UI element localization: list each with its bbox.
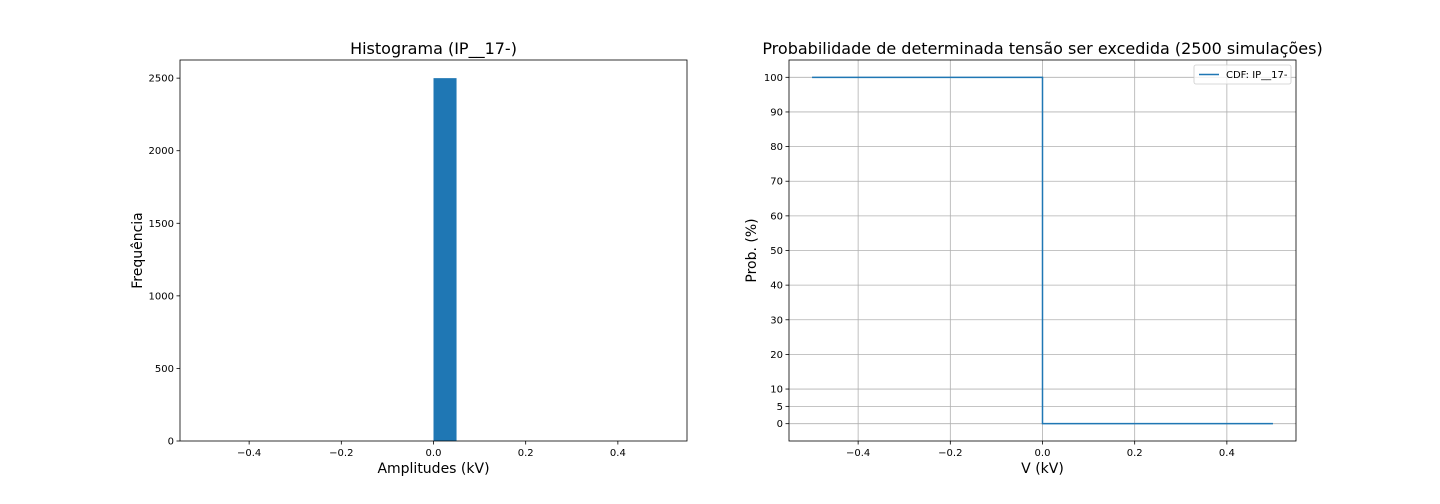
cdf-chart: Probabilidade de determinada tensão ser … [744, 39, 1323, 477]
x-tick-label: 0.0 [426, 448, 442, 459]
x-tick-label: 0.2 [518, 448, 534, 459]
x-tick-label: 0.0 [1035, 448, 1051, 459]
y-tick-label: 70 [770, 177, 783, 188]
histogram-title: Histograma (IP__17-) [350, 39, 517, 59]
y-tick-label: 60 [770, 211, 783, 222]
cdf-legend-label: CDF: IP__17- [1226, 70, 1288, 81]
cdf-y-ticks: 0 5 10 20 30 40 50 60 70 80 90 100 [764, 73, 789, 430]
cdf-series [812, 76, 1273, 425]
y-tick-label: 20 [770, 350, 783, 361]
y-tick-label: 1000 [149, 291, 174, 302]
y-tick-label: 0 [777, 419, 783, 430]
cdf-legend-box [1193, 64, 1292, 85]
cdf-y-label: Prob. (%) [744, 218, 760, 282]
y-tick-label: 50 [770, 246, 783, 257]
y-tick-label: 10 [770, 385, 783, 396]
x-tick-label: −0.4 [846, 448, 870, 459]
x-tick-label: 0.2 [1127, 448, 1143, 459]
histogram-y-label: Frequência [130, 212, 146, 289]
y-tick-label: 100 [764, 73, 783, 84]
y-tick-label: 2000 [149, 146, 174, 157]
histogram-x-label: Amplitudes (kV) [377, 461, 489, 477]
cdf-x-label: V (kV) [1021, 461, 1064, 477]
y-tick-label: 30 [770, 315, 783, 326]
histogram-x-ticks: −0.4 −0.2 0.0 0.2 0.4 [237, 441, 626, 459]
y-tick-label: 40 [770, 281, 783, 292]
y-tick-label: 0 [168, 437, 174, 448]
histogram-y-ticks: 0 500 1000 1500 2000 2500 [149, 74, 180, 448]
cdf-legend: CDF: IP__17- [1193, 64, 1292, 85]
y-tick-label: 2500 [149, 74, 174, 85]
cdf-x-ticks: −0.4 −0.2 0.0 0.2 0.4 [846, 441, 1235, 459]
x-tick-label: −0.2 [329, 448, 353, 459]
y-tick-label: 90 [770, 107, 783, 118]
y-tick-label: 500 [155, 364, 174, 375]
histogram-bars [433, 78, 457, 442]
x-tick-label: 0.4 [1219, 448, 1235, 459]
x-tick-label: −0.4 [237, 448, 261, 459]
histogram-bar [433, 78, 457, 442]
y-tick-label: 5 [777, 402, 783, 413]
x-tick-label: −0.2 [938, 448, 962, 459]
y-tick-label: 80 [770, 142, 783, 153]
cdf-title: Probabilidade de determinada tensão ser … [762, 39, 1322, 58]
cdf-line [812, 76, 1273, 425]
histogram-chart: Histograma (IP__17-) −0.4 −0.2 0.0 0.2 0.4 0… [130, 39, 688, 477]
y-tick-label: 1500 [149, 219, 174, 230]
x-tick-label: 0.4 [610, 448, 626, 459]
